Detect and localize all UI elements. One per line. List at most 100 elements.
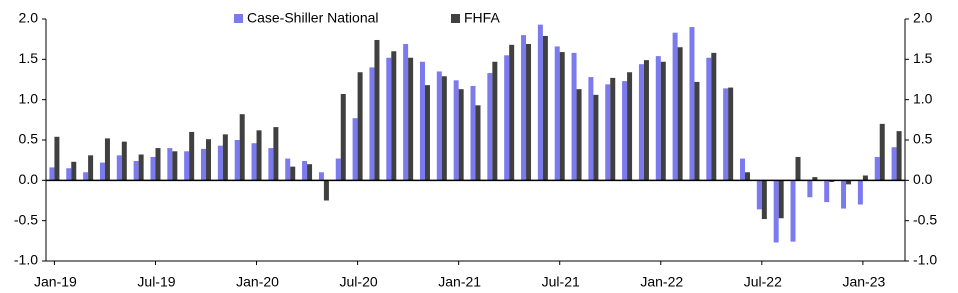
bar [807, 180, 813, 198]
bar [436, 71, 442, 181]
bar [744, 172, 750, 181]
bar [756, 180, 762, 210]
bar [841, 180, 847, 209]
bar [638, 64, 644, 181]
bar [526, 44, 532, 181]
bar [689, 27, 695, 181]
bar [54, 136, 60, 181]
bar [610, 77, 616, 181]
bar [521, 35, 527, 181]
bar [340, 94, 346, 181]
bar [352, 118, 358, 181]
y-tick-label: -0.5 [14, 211, 38, 227]
bar [846, 180, 852, 185]
bar [386, 57, 392, 181]
bar [672, 32, 678, 181]
bar [251, 143, 257, 181]
bar [206, 139, 212, 181]
bar [302, 160, 308, 181]
bar [419, 61, 425, 181]
bar [222, 134, 228, 181]
bar [874, 156, 880, 181]
bar [71, 161, 77, 181]
bar [829, 180, 835, 182]
bar [357, 72, 363, 181]
bar [441, 76, 447, 181]
y2-tick-label: 1.0 [913, 90, 933, 106]
bar [723, 88, 729, 181]
bar [453, 80, 459, 181]
bar [403, 44, 409, 181]
bar [234, 140, 240, 181]
bar [790, 180, 796, 242]
bar [694, 81, 700, 181]
y-tick-label: -1.0 [14, 252, 38, 268]
y-tick-label: 2.0 [19, 10, 39, 26]
bar [66, 168, 72, 181]
bar [458, 89, 464, 181]
bar [88, 155, 94, 181]
bar [138, 154, 144, 181]
bar [778, 180, 784, 219]
bar [121, 141, 127, 181]
bar [571, 52, 577, 181]
bar [622, 81, 628, 181]
bar [201, 148, 207, 181]
bar [537, 24, 543, 181]
legend-label: FHFA [464, 10, 500, 26]
x-tick-label: Jan-23 [842, 274, 885, 290]
bar [896, 131, 902, 181]
bar [588, 77, 594, 181]
bar [728, 87, 734, 181]
bar [273, 127, 279, 181]
legend-swatch [451, 14, 460, 23]
bar [862, 175, 868, 181]
bar [318, 172, 324, 181]
bar [99, 162, 105, 181]
y2-tick-label: 0.5 [913, 131, 933, 147]
bar [593, 94, 599, 181]
x-tick-label: Jan-21 [438, 274, 481, 290]
y-tick-label: 0.0 [19, 171, 39, 187]
bar [891, 147, 897, 181]
y2-tick-label: -0.5 [913, 211, 937, 227]
bar [761, 180, 767, 220]
bar [605, 84, 611, 181]
bar [256, 130, 262, 181]
bar [487, 73, 493, 181]
bar [542, 35, 548, 181]
bar [559, 52, 565, 181]
bar [795, 156, 801, 181]
bar [475, 105, 481, 181]
bar [189, 131, 195, 181]
bar [408, 57, 414, 181]
bar [83, 172, 89, 181]
bar [335, 158, 341, 181]
bar [504, 55, 510, 181]
y-tick-label: 1.5 [19, 50, 39, 66]
bar [677, 47, 683, 181]
bar [773, 180, 779, 243]
bar [172, 151, 178, 181]
bar [239, 114, 245, 181]
x-tick-label: Jul-19 [137, 274, 175, 290]
bar [424, 85, 430, 181]
bar [643, 60, 649, 181]
bar [133, 160, 139, 181]
legend-label: Case-Shiller National [247, 10, 379, 26]
y-tick-label: 1.0 [19, 90, 39, 106]
y-tick-label: 0.5 [19, 131, 39, 147]
bar [391, 51, 397, 181]
bar [739, 158, 745, 181]
bar [104, 138, 110, 181]
bar [374, 39, 380, 181]
bar [711, 52, 717, 181]
x-tick-label: Jan-19 [34, 274, 77, 290]
x-tick-label: Jul-21 [542, 274, 580, 290]
x-tick-label: Jul-22 [744, 274, 782, 290]
bar [369, 67, 375, 181]
bar [285, 158, 291, 181]
x-tick-label: Jan-20 [236, 274, 279, 290]
bar [116, 155, 122, 181]
bar [660, 61, 666, 181]
